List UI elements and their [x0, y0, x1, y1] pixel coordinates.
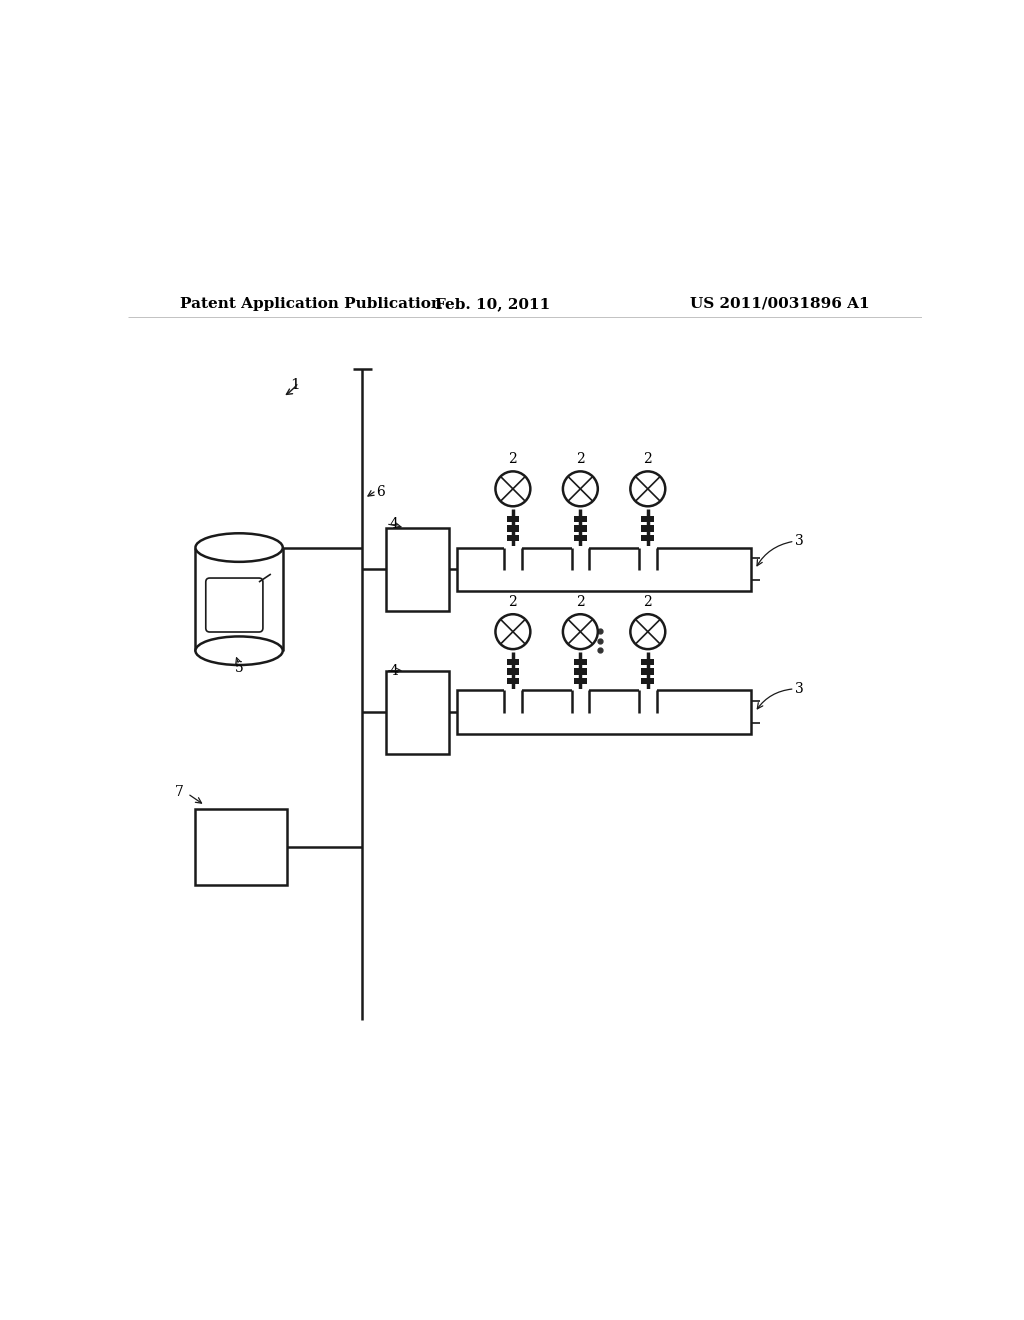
- Text: Feb. 10, 2011: Feb. 10, 2011: [435, 297, 551, 312]
- Text: 4: 4: [390, 516, 398, 531]
- Bar: [574, 677, 587, 684]
- Text: 2: 2: [509, 595, 517, 610]
- Text: k: k: [230, 598, 239, 611]
- Text: 2: 2: [575, 453, 585, 466]
- Text: 3: 3: [795, 682, 804, 696]
- Text: 2: 2: [643, 453, 652, 466]
- Circle shape: [631, 471, 666, 507]
- Bar: [507, 525, 519, 532]
- Bar: [507, 659, 519, 665]
- Bar: [641, 525, 654, 532]
- Bar: [639, 546, 656, 570]
- Bar: [639, 689, 656, 713]
- Ellipse shape: [196, 533, 283, 562]
- Bar: [507, 535, 519, 541]
- Bar: [507, 668, 519, 675]
- Bar: [574, 525, 587, 532]
- Circle shape: [563, 614, 598, 649]
- Bar: [574, 668, 587, 675]
- Bar: [504, 546, 521, 570]
- Text: 3: 3: [795, 535, 804, 548]
- Bar: [574, 535, 587, 541]
- Text: US 2011/0031896 A1: US 2011/0031896 A1: [690, 297, 870, 312]
- Bar: [196, 809, 287, 884]
- Bar: [507, 516, 519, 523]
- Text: 4: 4: [390, 664, 398, 677]
- Bar: [458, 690, 751, 734]
- Circle shape: [563, 471, 598, 507]
- Text: 2: 2: [643, 595, 652, 610]
- Text: 6: 6: [377, 484, 385, 499]
- Bar: [641, 668, 654, 675]
- Text: 7: 7: [175, 785, 184, 799]
- Bar: [507, 677, 519, 684]
- Bar: [571, 689, 589, 713]
- Bar: [641, 535, 654, 541]
- Circle shape: [631, 614, 666, 649]
- Bar: [386, 528, 450, 611]
- Bar: [574, 659, 587, 665]
- Bar: [386, 671, 450, 754]
- Circle shape: [496, 471, 530, 507]
- Bar: [504, 689, 521, 713]
- Text: 1: 1: [290, 378, 300, 392]
- Bar: [641, 659, 654, 665]
- Bar: [641, 677, 654, 684]
- Text: Patent Application Publication: Patent Application Publication: [179, 297, 441, 312]
- Ellipse shape: [196, 636, 283, 665]
- FancyBboxPatch shape: [206, 578, 263, 632]
- Text: 2: 2: [575, 595, 585, 610]
- Text: 2: 2: [509, 453, 517, 466]
- Circle shape: [496, 614, 530, 649]
- Bar: [574, 516, 587, 523]
- Text: 5: 5: [234, 661, 244, 676]
- Bar: [571, 546, 589, 570]
- Bar: [458, 548, 751, 591]
- Bar: [641, 516, 654, 523]
